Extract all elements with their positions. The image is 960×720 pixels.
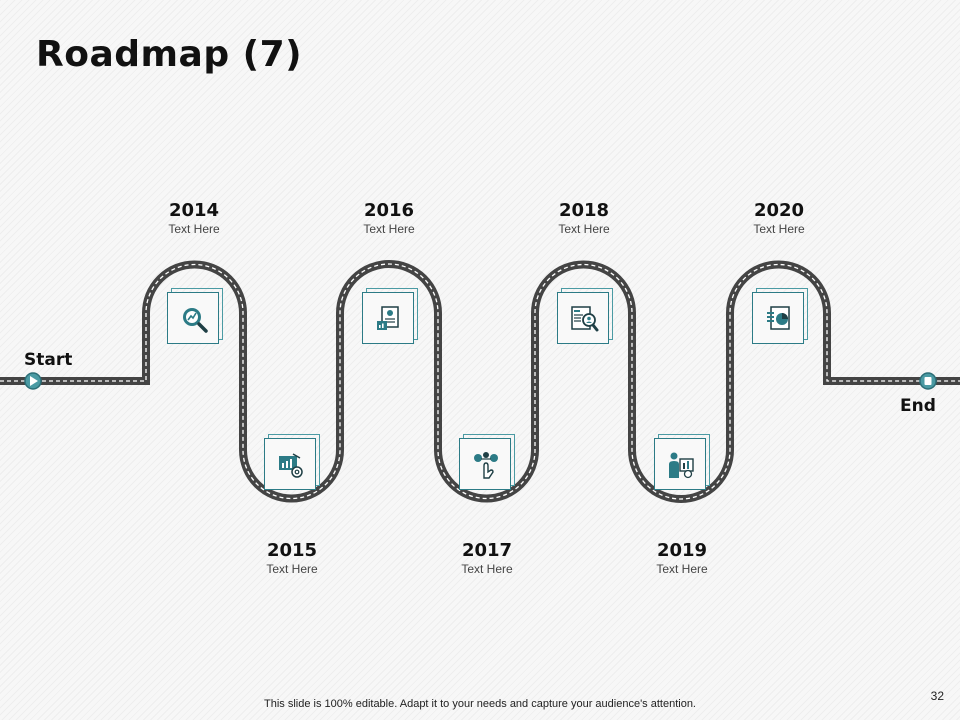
milestone-text: Text Here bbox=[168, 222, 220, 236]
milestone-year: 2018 bbox=[558, 200, 610, 221]
stop-icon bbox=[924, 377, 932, 385]
milestone-text: Text Here bbox=[461, 562, 513, 576]
document-search-person-icon bbox=[571, 306, 599, 332]
milestone-year: 2016 bbox=[363, 200, 415, 221]
end-marker bbox=[919, 372, 937, 390]
milestone-icon-2017 bbox=[459, 434, 515, 492]
road-centerline bbox=[0, 263, 960, 500]
end-label: End bbox=[900, 396, 936, 416]
milestone-icon-2015 bbox=[264, 434, 320, 492]
milestone-year: 2014 bbox=[168, 200, 220, 221]
milestone-text: Text Here bbox=[753, 222, 805, 236]
document-pie-chart-icon bbox=[767, 306, 790, 330]
milestone-icon-2018 bbox=[557, 288, 613, 346]
milestone-year: 2020 bbox=[753, 200, 805, 221]
play-icon bbox=[30, 376, 38, 386]
chart-at-icon bbox=[279, 453, 303, 478]
slide-title: Roadmap (7) bbox=[36, 34, 303, 75]
milestone-text: Text Here bbox=[363, 222, 415, 236]
milestone-label-2015: 2015 Text Here bbox=[232, 541, 352, 577]
page-number: 32 bbox=[930, 689, 944, 703]
milestone-icon-2014 bbox=[167, 288, 223, 346]
milestone-label-2018: 2018 Text Here bbox=[524, 201, 644, 237]
milestone-icon-2020 bbox=[752, 288, 808, 346]
milestone-text: Text Here bbox=[656, 562, 708, 576]
milestone-year: 2019 bbox=[656, 540, 708, 561]
road-path-group bbox=[0, 260, 960, 503]
milestone-text: Text Here bbox=[266, 562, 318, 576]
magnifier-chart-icon bbox=[183, 308, 208, 333]
milestone-label-2019: 2019 Text Here bbox=[622, 541, 742, 577]
milestone-year: 2015 bbox=[266, 540, 318, 561]
milestone-label-2014: 2014 Text Here bbox=[134, 201, 254, 237]
start-marker bbox=[24, 372, 42, 390]
milestone-label-2016: 2016 Text Here bbox=[329, 201, 449, 237]
network-hand-icon bbox=[474, 452, 498, 479]
milestone-year: 2017 bbox=[461, 540, 513, 561]
document-chart-icon bbox=[377, 306, 399, 330]
footer-note: This slide is 100% editable. Adapt it to… bbox=[264, 698, 696, 710]
milestone-text: Text Here bbox=[558, 222, 610, 236]
person-presentation-icon bbox=[669, 452, 694, 479]
start-label: Start bbox=[24, 350, 73, 370]
milestone-icon-2016 bbox=[362, 288, 418, 346]
milestone-label-2020: 2020 Text Here bbox=[719, 201, 839, 237]
milestone-label-2017: 2017 Text Here bbox=[427, 541, 547, 577]
milestone-icon-2019 bbox=[654, 434, 710, 492]
